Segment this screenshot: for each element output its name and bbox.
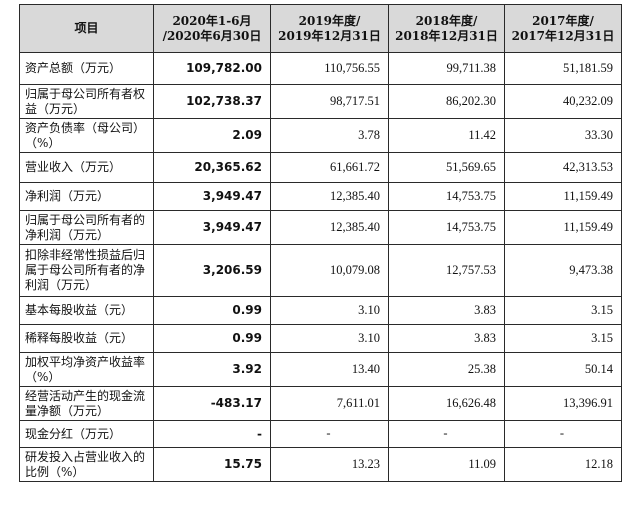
cell-value: 13.40 bbox=[270, 352, 389, 387]
cell-value-2020h1: 0.99 bbox=[153, 296, 271, 325]
cell-value: 12,385.40 bbox=[270, 210, 389, 245]
cell-value: 51,569.65 bbox=[388, 152, 505, 183]
cell-value: 42,313.53 bbox=[504, 152, 622, 183]
table-row: 营业收入（万元） 20,365.62 61,661.72 51,569.65 42,31… bbox=[19, 152, 622, 183]
table-row: 稀释每股收益（元） 0.99 3.10 3.83 3.15 bbox=[19, 324, 622, 353]
cell-value: 12.18 bbox=[504, 447, 622, 482]
header-period-2020h1: 2020年1-6月 /2020年6月30日 bbox=[153, 4, 271, 53]
cell-value: 3.15 bbox=[504, 324, 622, 353]
row-label: 营业收入（万元） bbox=[19, 152, 154, 183]
row-label: 资产总额（万元） bbox=[19, 52, 154, 85]
cell-value-2020h1: 2.09 bbox=[153, 118, 271, 153]
cell-value: 12,385.40 bbox=[270, 182, 389, 211]
table-row: 基本每股收益（元） 0.99 3.10 3.83 3.15 bbox=[19, 296, 622, 325]
cell-value: 10,079.08 bbox=[270, 244, 389, 297]
row-label: 扣除非经常性损益后归属于母公司所有者的净利润（万元） bbox=[19, 244, 154, 297]
cell-value: 50.14 bbox=[504, 352, 622, 387]
cell-value: 12,757.53 bbox=[388, 244, 505, 297]
cell-value: 11,159.49 bbox=[504, 210, 622, 245]
cell-value-2020h1: 0.99 bbox=[153, 324, 271, 353]
cell-value: 13,396.91 bbox=[504, 386, 622, 421]
table-row: 资产总额（万元） 109,782.00 110,756.55 99,711.38 51,… bbox=[19, 52, 622, 85]
cell-value: 3.83 bbox=[388, 324, 505, 353]
table-row: 现金分红（万元） - - - - bbox=[19, 420, 622, 448]
table-row: 净利润（万元） 3,949.47 12,385.40 14,753.75 11,159.… bbox=[19, 182, 622, 211]
cell-value-2020h1: -483.17 bbox=[153, 386, 271, 421]
cell-value: - bbox=[270, 420, 389, 448]
row-label: 现金分红（万元） bbox=[19, 420, 154, 448]
cell-value: 86,202.30 bbox=[388, 84, 505, 119]
cell-value-2020h1: 3.92 bbox=[153, 352, 271, 387]
row-label: 稀释每股收益（元） bbox=[19, 324, 154, 353]
cell-value: 51,181.59 bbox=[504, 52, 622, 85]
cell-value: 7,611.01 bbox=[270, 386, 389, 421]
cell-value: 33.30 bbox=[504, 118, 622, 153]
table-row: 归属于母公司所有者的净利润（万元） 3,949.47 12,385.40 14,753… bbox=[19, 210, 622, 245]
row-label: 归属于母公司所有者权益（万元） bbox=[19, 84, 154, 119]
cell-value: 11.42 bbox=[388, 118, 505, 153]
cell-value: 99,711.38 bbox=[388, 52, 505, 85]
cell-value: 110,756.55 bbox=[270, 52, 389, 85]
header-item: 项目 bbox=[19, 4, 154, 53]
cell-value: 98,717.51 bbox=[270, 84, 389, 119]
cell-value-2020h1: 20,365.62 bbox=[153, 152, 271, 183]
row-label: 研发投入占营业收入的比例（%） bbox=[19, 447, 154, 482]
header-period-2018: 2018年度/ 2018年12月31日 bbox=[388, 4, 505, 53]
table-row: 经营活动产生的现金流量净额（万元） -483.17 7,611.01 16,626.4… bbox=[19, 386, 622, 421]
cell-value: 3.15 bbox=[504, 296, 622, 325]
cell-value-2020h1: 3,949.47 bbox=[153, 182, 271, 211]
cell-value: 13.23 bbox=[270, 447, 389, 482]
table-row: 扣除非经常性损益后归属于母公司所有者的净利润（万元） 3,206.59 10,079… bbox=[19, 244, 622, 297]
cell-value: 3.10 bbox=[270, 296, 389, 325]
row-label: 经营活动产生的现金流量净额（万元） bbox=[19, 386, 154, 421]
cell-value: 40,232.09 bbox=[504, 84, 622, 119]
cell-value: - bbox=[388, 420, 505, 448]
cell-value: 3.83 bbox=[388, 296, 505, 325]
cell-value-2020h1: 102,738.37 bbox=[153, 84, 271, 119]
cell-value: 11.09 bbox=[388, 447, 505, 482]
cell-value-2020h1: - bbox=[153, 420, 271, 448]
cell-value-2020h1: 3,206.59 bbox=[153, 244, 271, 297]
cell-value: 14,753.75 bbox=[388, 210, 505, 245]
cell-value-2020h1: 109,782.00 bbox=[153, 52, 271, 85]
cell-value: 25.38 bbox=[388, 352, 505, 387]
cell-value: 3.78 bbox=[270, 118, 389, 153]
header-period-2019: 2019年度/ 2019年12月31日 bbox=[270, 4, 389, 53]
row-label: 资产负债率（母公司）（%） bbox=[19, 118, 154, 153]
table-body: 资产总额（万元） 109,782.00 110,756.55 99,711.38 51,… bbox=[19, 52, 622, 482]
cell-value: 14,753.75 bbox=[388, 182, 505, 211]
cell-value: - bbox=[504, 420, 622, 448]
cell-value: 11,159.49 bbox=[504, 182, 622, 211]
table-header-row: 项目 2020年1-6月 /2020年6月30日 2019年度/ 2019年12… bbox=[19, 4, 622, 53]
cell-value-2020h1: 15.75 bbox=[153, 447, 271, 482]
cell-value: 61,661.72 bbox=[270, 152, 389, 183]
table-row: 资产负债率（母公司）（%） 2.09 3.78 11.42 33.30 bbox=[19, 118, 622, 153]
cell-value-2020h1: 3,949.47 bbox=[153, 210, 271, 245]
row-label: 归属于母公司所有者的净利润（万元） bbox=[19, 210, 154, 245]
cell-value: 9,473.38 bbox=[504, 244, 622, 297]
table-row: 研发投入占营业收入的比例（%） 15.75 13.23 11.09 12.18 bbox=[19, 447, 622, 482]
cell-value: 16,626.48 bbox=[388, 386, 505, 421]
header-period-2017: 2017年度/ 2017年12月31日 bbox=[504, 4, 622, 53]
row-label: 加权平均净资产收益率（%） bbox=[19, 352, 154, 387]
table-row: 归属于母公司所有者权益（万元） 102,738.37 98,717.51 86,202… bbox=[19, 84, 622, 119]
table-row: 加权平均净资产收益率（%） 3.92 13.40 25.38 50.14 bbox=[19, 352, 622, 387]
row-label: 净利润（万元） bbox=[19, 182, 154, 211]
row-label: 基本每股收益（元） bbox=[19, 296, 154, 325]
cell-value: 3.10 bbox=[270, 324, 389, 353]
financial-summary-table: 项目 2020年1-6月 /2020年6月30日 2019年度/ 2019年12… bbox=[19, 4, 622, 482]
